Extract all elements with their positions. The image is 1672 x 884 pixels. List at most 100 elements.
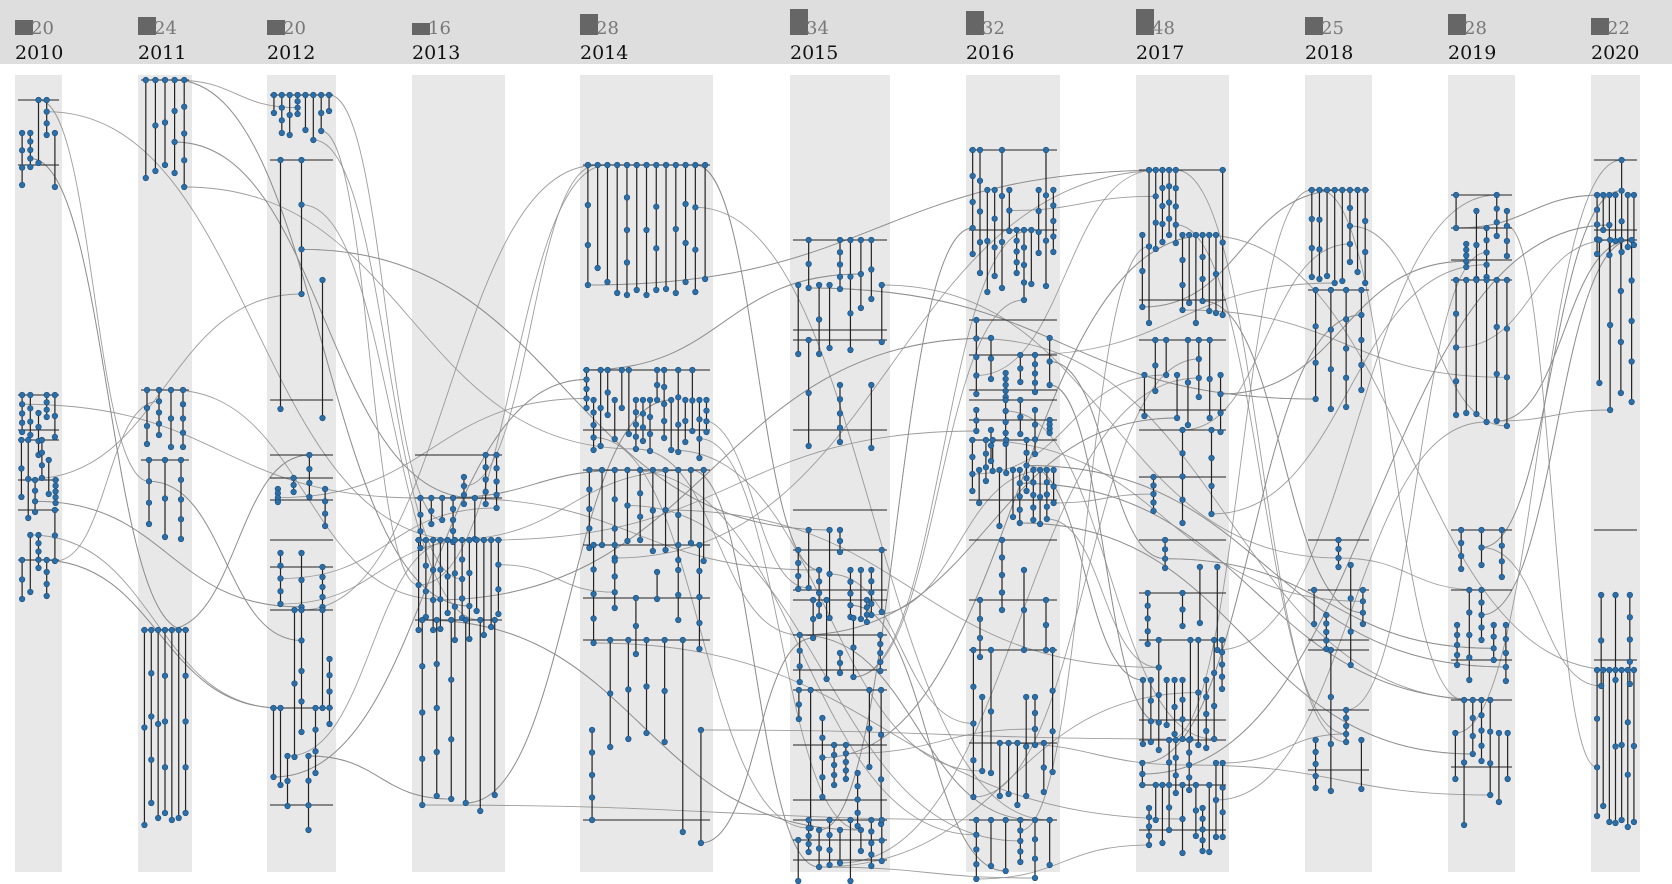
node	[1362, 248, 1369, 256]
node	[637, 513, 644, 520]
node	[675, 421, 682, 428]
node	[805, 840, 812, 848]
node	[1331, 279, 1338, 287]
node	[850, 644, 857, 651]
node	[1483, 249, 1490, 256]
node	[430, 566, 437, 574]
node	[1020, 244, 1028, 251]
node	[1028, 280, 1035, 288]
year-label: 2018	[1305, 42, 1353, 64]
node	[1312, 748, 1319, 756]
node	[1630, 742, 1638, 750]
node	[1493, 370, 1500, 378]
node	[1312, 359, 1319, 366]
node	[649, 466, 656, 474]
flow-edge	[1142, 224, 1610, 775]
node	[1028, 226, 1035, 234]
node	[1166, 826, 1173, 834]
node	[594, 264, 601, 272]
node	[1466, 586, 1473, 594]
node	[639, 437, 647, 445]
node	[1163, 721, 1170, 729]
node	[444, 573, 451, 580]
node	[152, 167, 159, 175]
node	[1628, 398, 1635, 406]
node	[1173, 371, 1181, 379]
node	[1362, 217, 1369, 225]
node	[1186, 761, 1193, 769]
node	[643, 729, 650, 737]
node	[477, 807, 484, 815]
node	[1343, 316, 1350, 323]
node	[1327, 286, 1334, 294]
node	[1145, 804, 1153, 812]
node	[1358, 386, 1365, 394]
node	[653, 161, 660, 169]
node	[1144, 640, 1151, 648]
node	[1504, 775, 1511, 783]
node	[1630, 666, 1638, 674]
node	[1196, 563, 1203, 571]
node	[831, 761, 838, 769]
node	[836, 537, 844, 545]
node	[448, 616, 455, 624]
flow-edge	[1202, 234, 1616, 671]
node	[1331, 186, 1338, 194]
flow-edge	[1169, 189, 1312, 741]
node	[624, 537, 631, 545]
node	[433, 704, 440, 712]
node	[1362, 279, 1369, 287]
node	[682, 239, 689, 247]
node	[1219, 239, 1226, 246]
node	[1487, 760, 1494, 767]
node	[25, 436, 32, 444]
node	[697, 726, 705, 734]
flow-edge	[1456, 239, 1611, 348]
node	[836, 381, 844, 389]
node	[1172, 754, 1179, 761]
node	[1358, 336, 1365, 344]
node	[1452, 411, 1460, 419]
flow-edge	[30, 158, 186, 631]
node	[696, 619, 703, 627]
node	[1217, 390, 1224, 398]
node	[998, 606, 1006, 614]
node	[1463, 276, 1470, 284]
flow-edge	[38, 559, 281, 709]
node	[1218, 661, 1226, 668]
node	[270, 773, 277, 781]
node	[842, 741, 849, 749]
node	[35, 564, 42, 572]
node	[1503, 422, 1511, 430]
node	[466, 602, 473, 610]
flow-edge	[1496, 409, 1611, 422]
node	[1600, 802, 1607, 810]
node	[623, 194, 631, 201]
node	[1150, 499, 1157, 506]
node	[1199, 231, 1206, 239]
node	[646, 413, 654, 421]
flow-edge	[1005, 410, 1215, 740]
node	[625, 366, 632, 374]
node	[1206, 375, 1213, 383]
node	[583, 404, 590, 412]
node	[1002, 429, 1009, 437]
node	[816, 566, 823, 574]
node	[998, 284, 1006, 292]
node	[1453, 641, 1461, 649]
flow-edge	[321, 130, 419, 586]
node	[462, 799, 469, 807]
node	[45, 456, 52, 464]
node	[682, 278, 689, 286]
node	[675, 556, 682, 564]
node	[43, 556, 50, 564]
flow-edge	[1338, 557, 1482, 591]
year-band-2015	[790, 75, 890, 872]
node	[987, 646, 995, 654]
node	[27, 129, 34, 137]
node	[1163, 371, 1170, 379]
node	[415, 536, 422, 544]
node	[290, 488, 297, 496]
node	[1460, 696, 1468, 704]
node	[1335, 545, 1342, 553]
